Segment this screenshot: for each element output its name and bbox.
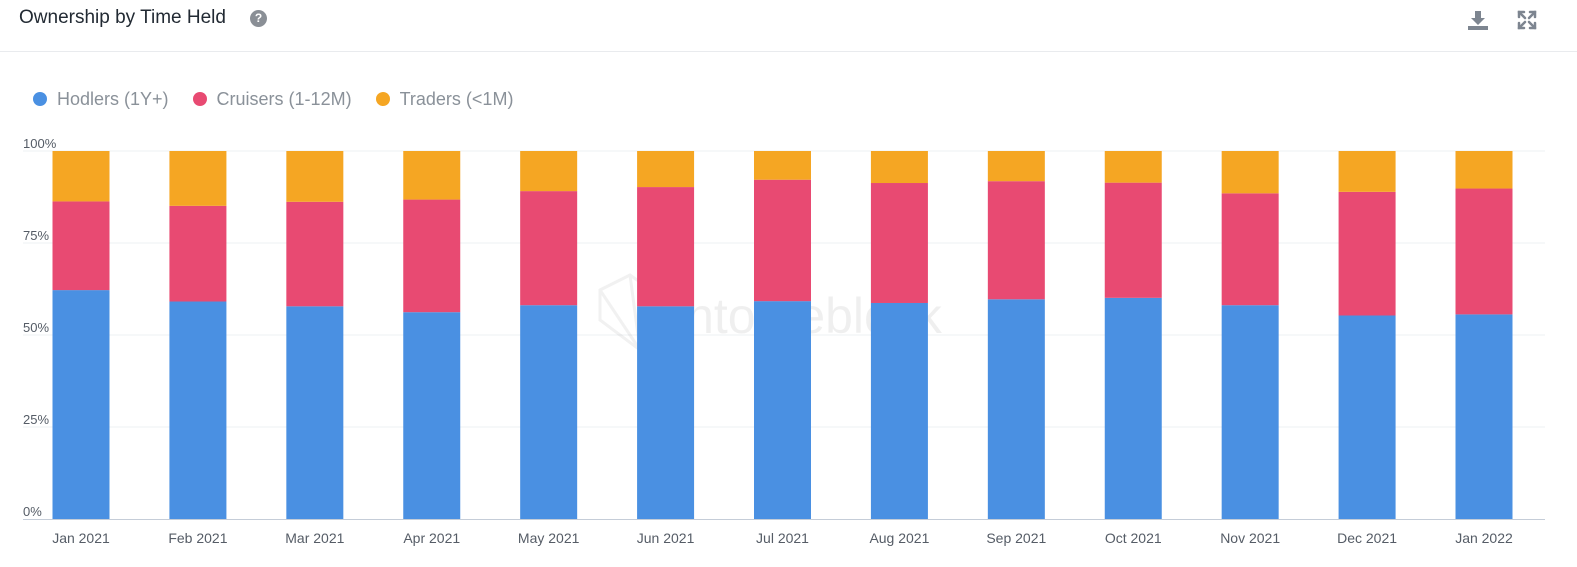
bar-segment-cruisers[interactable] bbox=[1338, 191, 1396, 316]
bar-segment-traders[interactable] bbox=[754, 151, 811, 180]
bar-segment-traders[interactable] bbox=[870, 151, 928, 184]
x-tick-label: Aug 2021 bbox=[869, 530, 929, 546]
x-tick-label: Jul 2021 bbox=[756, 530, 809, 546]
bar-segment-traders[interactable] bbox=[520, 151, 578, 192]
y-tick-label: 50% bbox=[23, 320, 49, 335]
bar-segment-hodlers[interactable] bbox=[520, 305, 578, 519]
bar-segment-traders[interactable] bbox=[286, 151, 344, 202]
y-tick-label: 75% bbox=[23, 228, 49, 243]
bar-segment-cruisers[interactable] bbox=[403, 199, 461, 313]
bar-segment-traders[interactable] bbox=[52, 151, 110, 202]
bar-segment-hodlers[interactable] bbox=[754, 301, 811, 519]
bar-segment-traders[interactable] bbox=[1221, 151, 1279, 194]
legend-item-hodlers[interactable]: Hodlers (1Y+) bbox=[33, 89, 169, 110]
x-tick-label: Nov 2021 bbox=[1220, 530, 1280, 546]
bar-segment-hodlers[interactable] bbox=[1104, 297, 1162, 519]
legend-dot-hodlers bbox=[33, 92, 47, 106]
x-tick-label: Jan 2022 bbox=[1455, 530, 1513, 546]
y-tick-label: 0% bbox=[23, 504, 42, 519]
y-tick-label: 100% bbox=[23, 136, 57, 151]
chart-legend: Hodlers (1Y+) Cruisers (1-12M) Traders (… bbox=[33, 87, 537, 111]
bar-segment-traders[interactable] bbox=[1104, 151, 1162, 183]
expand-icon[interactable] bbox=[1515, 8, 1539, 32]
x-tick-label: Oct 2021 bbox=[1105, 530, 1162, 546]
bar-segment-traders[interactable] bbox=[403, 151, 461, 200]
bar-segment-cruisers[interactable] bbox=[169, 205, 227, 302]
legend-item-traders[interactable]: Traders (<1M) bbox=[375, 88, 514, 110]
bar-segment-hodlers[interactable] bbox=[1338, 315, 1396, 519]
bar-segment-cruisers[interactable] bbox=[286, 201, 344, 307]
bar-segment-traders[interactable] bbox=[1455, 151, 1513, 189]
bar-segment-hodlers[interactable] bbox=[637, 306, 695, 519]
x-tick-label: May 2021 bbox=[518, 530, 580, 546]
bar-segment-cruisers[interactable] bbox=[870, 183, 928, 303]
x-tick-label: Feb 2021 bbox=[168, 530, 227, 546]
bar-segment-cruisers[interactable] bbox=[987, 181, 1045, 300]
bar-segment-hodlers[interactable] bbox=[1221, 305, 1279, 519]
bar-segment-cruisers[interactable] bbox=[637, 187, 695, 307]
bar-segment-cruisers[interactable] bbox=[1104, 182, 1162, 298]
chart-header: Ownership by Time Held ? bbox=[0, 0, 1577, 52]
bar-segment-hodlers[interactable] bbox=[870, 302, 928, 519]
y-tick-label: 25% bbox=[23, 412, 49, 427]
bar-segment-traders[interactable] bbox=[1338, 151, 1396, 192]
x-tick-label: Jan 2021 bbox=[52, 530, 110, 546]
bar-segment-cruisers[interactable] bbox=[754, 179, 811, 302]
legend-item-cruisers[interactable]: Cruisers (1-12M) bbox=[192, 88, 352, 110]
x-tick-label: Sep 2021 bbox=[986, 530, 1046, 546]
bar-segment-hodlers[interactable] bbox=[169, 301, 227, 519]
bar-segment-traders[interactable] bbox=[637, 151, 695, 188]
legend-dot-traders bbox=[375, 92, 390, 106]
legend-dot-cruisers bbox=[192, 92, 207, 106]
bar-segment-hodlers[interactable] bbox=[1455, 314, 1513, 519]
x-tick-label: Dec 2021 bbox=[1337, 530, 1397, 546]
bar-segment-cruisers[interactable] bbox=[1455, 188, 1513, 315]
question-circle-icon[interactable]: ? bbox=[250, 10, 267, 27]
bar-segment-cruisers[interactable] bbox=[1221, 193, 1279, 306]
bar-segment-cruisers[interactable] bbox=[520, 191, 578, 306]
legend-label: Traders (<1M) bbox=[399, 88, 514, 109]
x-tick-label: Apr 2021 bbox=[403, 530, 460, 546]
bar-segment-hodlers[interactable] bbox=[987, 299, 1045, 519]
legend-label: Hodlers (1Y+) bbox=[57, 88, 169, 109]
bar-segment-hodlers[interactable] bbox=[52, 290, 110, 519]
bar-segment-traders[interactable] bbox=[169, 151, 227, 206]
legend-label: Cruisers (1-12M) bbox=[216, 88, 352, 109]
x-tick-label: Jun 2021 bbox=[637, 530, 695, 546]
page-title: Ownership by Time Held bbox=[19, 7, 226, 28]
download-icon[interactable] bbox=[1466, 8, 1490, 32]
bar-segment-hodlers[interactable] bbox=[286, 306, 344, 519]
x-tick-label: Mar 2021 bbox=[285, 530, 344, 546]
bar-segment-cruisers[interactable] bbox=[52, 201, 110, 291]
bar-segment-traders[interactable] bbox=[987, 151, 1045, 182]
bar-segment-hodlers[interactable] bbox=[403, 312, 461, 519]
